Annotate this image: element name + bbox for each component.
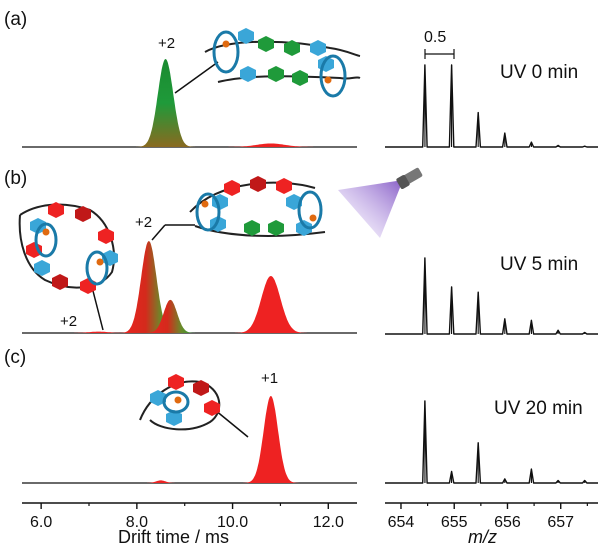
molecule-dimer-cartoon-a: [174, 28, 361, 98]
drift-axis-title: Drift time / ms: [118, 527, 229, 547]
mz-tick-label: 654: [388, 514, 415, 531]
mass-spectra: [385, 64, 598, 484]
drift-peak-c-4-1: [141, 480, 180, 483]
drift-time-traces: [22, 59, 357, 484]
drift-peak-a-0-0: [134, 59, 197, 147]
mz-tick-label: 655: [441, 514, 468, 531]
spacing-marker: [424, 49, 455, 59]
molecule-monomer-cartoon-c: [139, 374, 249, 438]
drift-peak-b-2-1: [143, 299, 198, 333]
drift-tick-label: 6.0: [30, 514, 52, 531]
mz-axis-title: m/z: [468, 527, 497, 547]
panel-label-c: (c): [4, 347, 26, 368]
condition-label-b: UV 5 min: [500, 254, 578, 275]
mz-axis: 654 655 656 657: [385, 502, 598, 531]
condition-label-c: UV 20 min: [494, 398, 583, 419]
drift-tick-label: 10.0: [217, 514, 248, 531]
charge-label-b-secondary: +2: [60, 313, 77, 330]
drift-tick-label: 12.0: [313, 514, 344, 531]
molecule-red-dimer-cartoon-b: [18, 202, 118, 331]
drift-peak-a-1-0: [213, 143, 329, 147]
mz-tick-label: 656: [494, 514, 521, 531]
spacing-label: 0.5: [424, 29, 446, 46]
mz-tick-label: 657: [547, 514, 574, 531]
molecule-mixed-cartoon-b: [151, 176, 326, 241]
drift-peak-b-2-0: [118, 241, 180, 333]
panel-label-b: (b): [4, 168, 27, 189]
charge-label-a: +2: [158, 35, 175, 52]
drift-peak-c-4-0: [242, 396, 300, 483]
uv-flashlight-icon: [338, 167, 423, 238]
condition-label-a: UV 0 min: [500, 62, 578, 83]
charge-label-c: +1: [261, 370, 278, 387]
drift-peak-b-3-1: [60, 331, 137, 333]
drift-tick-label: 8.0: [126, 514, 148, 531]
drift-time-axis: 6.0 8.0 10.0 12.0: [22, 502, 357, 531]
charge-label-b-main: +2: [135, 214, 152, 231]
panel-label-a: (a): [4, 9, 27, 30]
drift-peak-b-3-0: [232, 276, 310, 333]
